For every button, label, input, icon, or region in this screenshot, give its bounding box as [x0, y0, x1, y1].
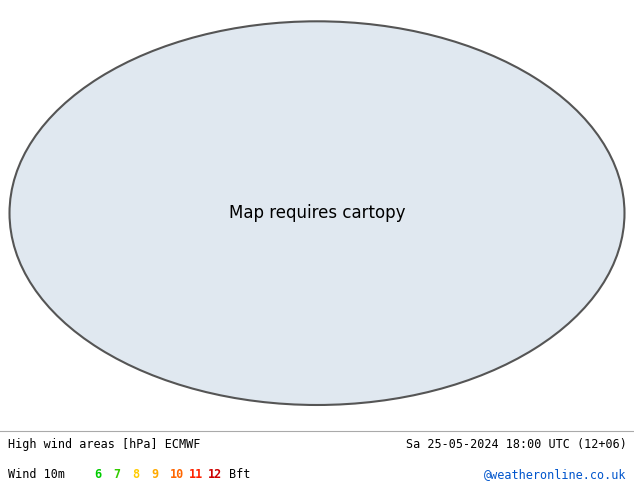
Text: 8: 8 [132, 467, 139, 481]
Text: 7: 7 [113, 467, 120, 481]
Text: 12: 12 [208, 467, 222, 481]
Ellipse shape [10, 21, 624, 405]
Text: High wind areas [hPa] ECMWF: High wind areas [hPa] ECMWF [8, 438, 200, 451]
Text: Wind 10m: Wind 10m [8, 467, 65, 481]
Text: Map requires cartopy: Map requires cartopy [229, 204, 405, 222]
Text: Bft: Bft [229, 467, 250, 481]
Text: @weatheronline.co.uk: @weatheronline.co.uk [484, 467, 626, 481]
Text: Sa 25-05-2024 18:00 UTC (12+06): Sa 25-05-2024 18:00 UTC (12+06) [406, 438, 626, 451]
Text: 10: 10 [170, 467, 184, 481]
Text: 6: 6 [94, 467, 101, 481]
Text: 9: 9 [151, 467, 158, 481]
Text: 11: 11 [189, 467, 203, 481]
